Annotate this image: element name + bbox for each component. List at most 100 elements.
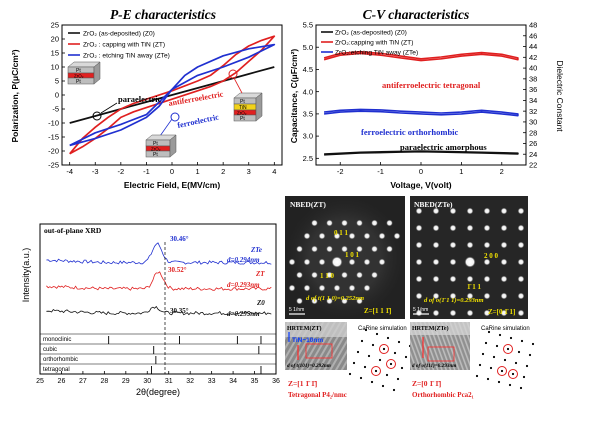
pe-legend: ZrO₂ (as-deposited) (Z0) ZrO₂ : capping … <box>68 31 170 60</box>
hrtem-zt-sim: CaRine simulation <box>358 326 407 332</box>
xrd-xtick-label: 34 <box>229 378 237 385</box>
stack1-side <box>93 61 101 85</box>
diffraction-spot <box>466 224 474 232</box>
diffraction-spot <box>449 275 457 283</box>
carine-spot <box>486 377 490 381</box>
pe-arrow-ferro <box>159 118 173 137</box>
diffraction-spot <box>318 284 326 292</box>
xrd-xtick-label: 25 <box>36 378 44 385</box>
diffraction-spot <box>517 224 525 232</box>
diffraction-spot <box>466 241 474 249</box>
carine-spot <box>400 366 404 370</box>
diffraction-spot <box>378 258 386 266</box>
pe-ytick-label: -5 <box>52 105 59 114</box>
pe-arrow-para <box>100 102 118 114</box>
pe-xtick-label: 3 <box>247 167 251 176</box>
diffraction-spot <box>517 207 525 215</box>
diffraction-spot <box>432 258 440 266</box>
diffraction-spot <box>348 284 356 292</box>
carine-spot <box>385 373 389 377</box>
diffraction-spot <box>483 309 491 317</box>
carine-spot <box>519 386 523 390</box>
carine-highlight-circle <box>379 344 389 354</box>
xrd-zte-d: d=0.294nm <box>227 256 260 264</box>
pe-ytick-label: 25 <box>51 21 59 30</box>
xrd-zt-name: ZT <box>255 270 265 278</box>
hrtem-zte-panel: HRTEM(ZTe) d of o(111)=0.293nm CaRine si… <box>410 322 535 399</box>
hrtem-zt-dtext: d of t(101)=0.292nm <box>287 362 331 369</box>
stack2-side <box>255 92 263 122</box>
xrd-xtick-label: 35 <box>251 378 259 385</box>
carine-zte-pattern <box>475 330 535 390</box>
carine-spot <box>531 342 535 346</box>
cv-legend: ZrO₂ (as-deposited) (Z0) ZrO₂:capping wi… <box>321 30 418 57</box>
diffraction-spot <box>296 297 303 305</box>
carine-spot <box>386 336 390 340</box>
cv-y2tick-label: 38 <box>529 74 537 83</box>
cv-title: C-V characteristics <box>363 7 470 22</box>
diffraction-spot <box>449 258 457 266</box>
pe-ytick-label: 15 <box>51 49 59 58</box>
cv-xtick-label: 1 <box>459 167 463 176</box>
cv-ytick-label: 4.5 <box>303 65 313 74</box>
hrtem-zte-top-layer <box>410 322 470 335</box>
xrd-z0-name: Z0 <box>256 299 265 307</box>
carine-spot <box>487 330 491 334</box>
cv-ytick-label: 5.5 <box>303 21 313 30</box>
cv-legend-zte: ZrO₂:etching TiN away (ZTe) <box>335 50 418 57</box>
diffraction-spot <box>326 219 333 227</box>
carine-highlight-circle <box>386 359 396 369</box>
cv-label-ferro: ferroelectric orthorhombic <box>361 127 459 137</box>
cv-y2tick-label: 36 <box>529 85 537 94</box>
cv-series-line <box>324 150 519 156</box>
xrd-zt-peak: 30.52° <box>168 266 187 274</box>
pe-legend-zte: ZrO₂ : etching TiN away (ZTe) <box>83 53 170 60</box>
xrd-zt-d: d=0.293nm <box>227 281 260 289</box>
diffraction-spot <box>500 224 508 232</box>
stack3-side <box>169 134 177 158</box>
pe-xtick-label: -4 <box>66 167 73 176</box>
pe-circle-antiferro <box>228 69 238 79</box>
pe-xtick-label: 1 <box>195 167 199 176</box>
carine-spot <box>404 355 408 359</box>
carine-spot <box>389 362 393 366</box>
xrd-ref-monoclinic: monoclinic <box>43 337 71 343</box>
pe-ytick-label: -15 <box>48 133 59 142</box>
diffraction-spot <box>296 245 303 253</box>
diffraction-spot <box>500 309 508 317</box>
pe-stack-z0: Pt ZrO₂ Pt <box>67 61 101 85</box>
hrtem-zte-zone: Z=[0 1̄ 1̄] <box>412 379 441 388</box>
xrd-xtick-label: 32 <box>186 378 194 385</box>
diffraction-spot <box>371 245 378 253</box>
pe-ytick-label: -10 <box>48 119 59 128</box>
diffraction-spot <box>449 224 457 232</box>
stack3-layer-pt-top <box>145 139 171 147</box>
diffraction-spot <box>363 284 371 292</box>
xrd-series-line <box>46 271 272 291</box>
carine-spot <box>514 361 518 365</box>
pe-xlabel: Electric Field, E(MV/cm) <box>124 180 221 190</box>
pe-stack-zt: Pt TiN ZrO₂ Pt <box>233 77 263 122</box>
carine-spot <box>371 343 375 347</box>
diffraction-spot <box>517 292 525 300</box>
xrd-plot-frame <box>39 223 277 375</box>
nbed-zte-spot-111: 1̄ 1 1 <box>467 283 482 291</box>
diffraction-spot <box>356 245 363 253</box>
carine-spot <box>360 339 364 343</box>
carine-spot <box>528 353 532 357</box>
diffraction-spot <box>311 271 318 279</box>
diffraction-spot <box>288 258 296 266</box>
diffraction-spot <box>311 245 318 253</box>
carine-zt-pattern <box>348 328 412 392</box>
stack2-layer-pt-top <box>233 97 257 105</box>
diffraction-spot <box>386 245 393 253</box>
stack3-layer-pt-bottom <box>145 150 171 158</box>
stack2-text-pt-bottom: Pt <box>240 116 245 122</box>
cv-y2tick-label: 48 <box>529 21 537 30</box>
nbed-zte-zone: Z=[0 1̄ 1] <box>488 308 515 316</box>
pe-xtick-label: 0 <box>170 167 174 176</box>
nbed-zt-spot-101: 1 0 1 <box>345 251 360 259</box>
diffraction-spot <box>415 207 423 215</box>
carine-spot <box>352 361 356 365</box>
